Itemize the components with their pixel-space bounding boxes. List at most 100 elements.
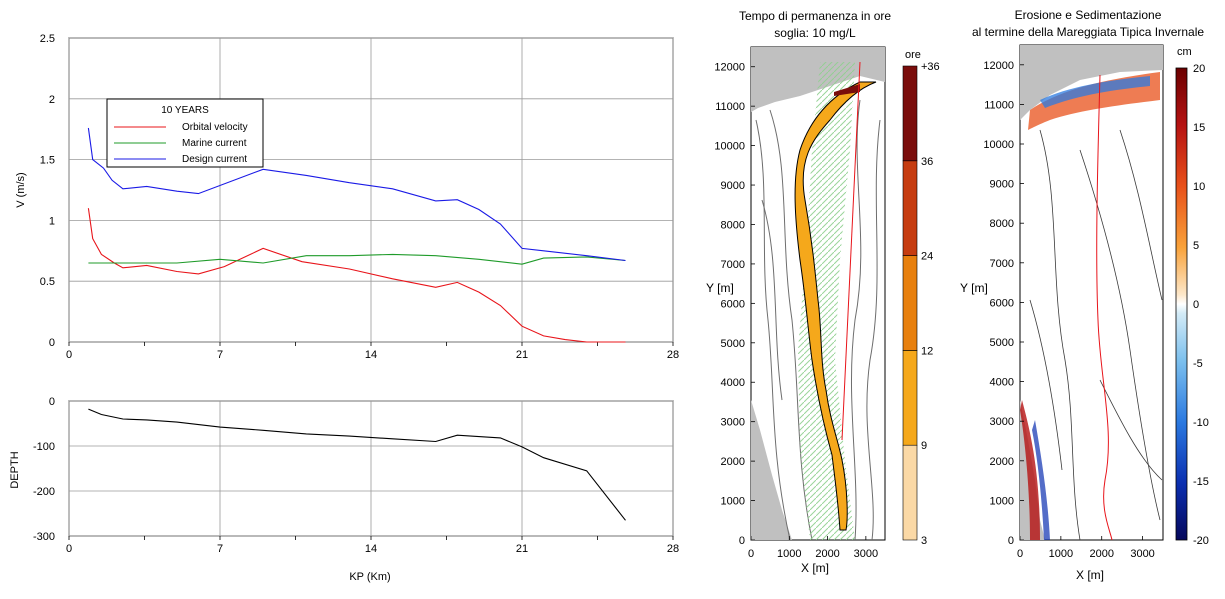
map2-colorbar-tick-label: 20	[1193, 63, 1205, 75]
legend-label-marine: Marine current	[182, 138, 247, 149]
depth-chart: 0 7 14 21 28 0 -100 -200 -300 DEPTH KP (Km)	[9, 396, 679, 583]
map2-subtitle: al termine della Mareggiata Tipica Inver…	[972, 25, 1204, 39]
depth-x-tick-label: 28	[667, 543, 679, 555]
legend-label-design: Design current	[182, 154, 247, 165]
depth-x-tick-label: 21	[516, 543, 528, 555]
map2-colorbar-tick-label: 0	[1193, 299, 1199, 311]
map2-x-axis-label: X [m]	[1076, 568, 1104, 582]
map2-colorbar-unit: cm	[1177, 46, 1192, 58]
map1-y-tick-label: 12000	[714, 62, 745, 74]
velocity-chart: 0 7 14 21 28 0 0.5 1 1.5 2 2.5 V (m/s) 10 YEARS Or…	[15, 33, 679, 361]
map1-land-bottom	[751, 400, 792, 540]
map2-land-top	[1020, 45, 1163, 120]
map1-subtitle: soglia: 10 mg/L	[774, 26, 856, 40]
map1-y-tick-label: 9000	[721, 180, 745, 192]
map2-colorbar-tick-label: -20	[1193, 535, 1209, 547]
map2-x-tick-label: 3000	[1130, 548, 1154, 560]
depth-y-tick-label: -200	[33, 486, 55, 498]
map2-colorbar-tick-label: 15	[1193, 122, 1205, 134]
map1-plume	[794, 81, 877, 531]
map1-y-tick-label: 5000	[721, 338, 745, 350]
erosion-map: Erosione e Sedimentazione al termine del…	[960, 8, 1209, 582]
map1-y-tick-label: 8000	[721, 219, 745, 231]
map1-x-tick-label: 1000	[777, 548, 801, 560]
map2-y-tick-label: 10000	[983, 139, 1014, 151]
map2-y-tick-label: 1000	[990, 495, 1014, 507]
depth-x-axis-label: KP (Km)	[349, 571, 390, 583]
map2-coastal-erosion	[1032, 420, 1050, 540]
map1-x-tick-labels: 0 1000 2000 3000	[748, 536, 878, 560]
map1-colorbar-unit: ore	[905, 49, 921, 61]
map2-y-tick-label: 3000	[990, 416, 1014, 428]
map1-y-tick-label: 6000	[721, 298, 745, 310]
velocity-y-axis-label: V (m/s)	[15, 172, 27, 207]
map1-colorbar-segment	[902, 350, 918, 446]
depth-y-axis-label: DEPTH	[9, 451, 21, 488]
map2-y-tick-label: 2000	[990, 456, 1014, 468]
map2-pipeline-route	[1096, 74, 1113, 541]
map2-y-tick-label: 9000	[990, 179, 1014, 191]
map2-colorbar-tick-labels: 20 15 10 5 0 -5 -10 -15 -20	[1193, 63, 1209, 547]
map2-colorbar-tick-label: 10	[1193, 181, 1205, 193]
depth-x-tick-label: 14	[365, 543, 377, 555]
map2-colorbar-tick-label: -5	[1193, 358, 1203, 370]
map1-y-tick-label: 7000	[721, 259, 745, 271]
map2-y-axis-label: Y [m]	[960, 281, 988, 295]
map1-y-tick-label: 0	[739, 535, 745, 547]
residence-time-map: Tempo di permanenza in ore soglia: 10 mg…	[706, 9, 940, 575]
depth-y-tick-label: 0	[49, 396, 55, 408]
map2-erosion-band	[1040, 76, 1150, 108]
velocity-tick-labels: 0 7 14 21 28 0 0.5 1 1.5 2 2.5	[40, 33, 679, 361]
depth-x-tick-label: 7	[217, 543, 223, 555]
map1-colorbar-segment	[902, 444, 918, 541]
map1-colorbar-tick-label: +36	[921, 61, 940, 73]
velocity-legend: 10 YEARS Orbital velocity Marine current…	[106, 98, 264, 168]
map2-x-tick-label: 2000	[1089, 548, 1113, 560]
map1-y-tick-label: 2000	[721, 456, 745, 468]
map2-x-tick-label: 0	[1017, 548, 1023, 560]
map1-colorbar-segment	[902, 160, 918, 256]
map1-y-tick-label: 10000	[714, 141, 745, 153]
map1-x-axis-label: X [m]	[801, 561, 829, 575]
velocity-x-tick-label: 21	[516, 349, 528, 361]
depth-series-lines	[88, 408, 626, 521]
map2-colorbar-tick-label: -15	[1193, 476, 1209, 488]
velocity-series-lines	[87, 127, 626, 343]
map2-colorbar	[1175, 67, 1188, 541]
map1-colorbar-tick-label: 36	[921, 156, 933, 168]
velocity-y-tick-label: 2.5	[40, 33, 55, 45]
velocity-y-tick-label: 0	[49, 337, 55, 349]
depth-x-tick-label: 0	[66, 543, 72, 555]
map1-plume-core	[834, 84, 860, 96]
map1-x-tick-label: 0	[748, 548, 754, 560]
velocity-series-line-2	[87, 127, 626, 262]
map1-y-tick-label: 11000	[715, 101, 745, 113]
legend-title: 10 YEARS	[161, 105, 209, 116]
velocity-y-tick-label: 1	[49, 215, 55, 227]
map1-colorbar-tick-label: 24	[921, 251, 933, 263]
map2-x-tick-label: 1000	[1049, 548, 1073, 560]
map1-y-tick-label: 3000	[721, 417, 745, 429]
map1-colorbar-tick-label: 3	[921, 535, 927, 547]
velocity-x-tick-label: 14	[365, 349, 377, 361]
velocity-series-line-1	[88, 253, 626, 265]
map1-contours	[755, 99, 881, 541]
map1-y-axis-label: Y [m]	[706, 281, 734, 295]
map1-pipeline-route	[841, 61, 861, 441]
depth-series-line-0	[88, 408, 626, 521]
velocity-x-tick-label: 28	[667, 349, 679, 361]
map2-colorbar-tick-label: -10	[1193, 417, 1209, 429]
map2-coastal-sediment	[1020, 400, 1040, 540]
map2-y-tick-label: 7000	[990, 258, 1014, 270]
depth-tick-labels: 0 7 14 21 28 0 -100 -200 -300	[33, 396, 679, 555]
map2-y-tick-label: 6000	[990, 297, 1014, 309]
map2-frame	[1019, 44, 1164, 541]
map2-y-tick-labels: 0 1000 2000 3000 4000 5000 6000 7000 8000 9000 100…	[983, 60, 1024, 547]
depth-gridlines	[68, 400, 674, 540]
velocity-y-tick-label: 0.5	[40, 276, 55, 288]
map2-title: Erosione e Sedimentazione	[1015, 8, 1162, 22]
velocity-y-tick-label: 2	[49, 94, 55, 106]
map2-y-tick-label: 12000	[983, 60, 1014, 72]
map1-colorbar-tick-label: 9	[921, 440, 927, 452]
velocity-y-tick-label: 1.5	[40, 155, 55, 167]
